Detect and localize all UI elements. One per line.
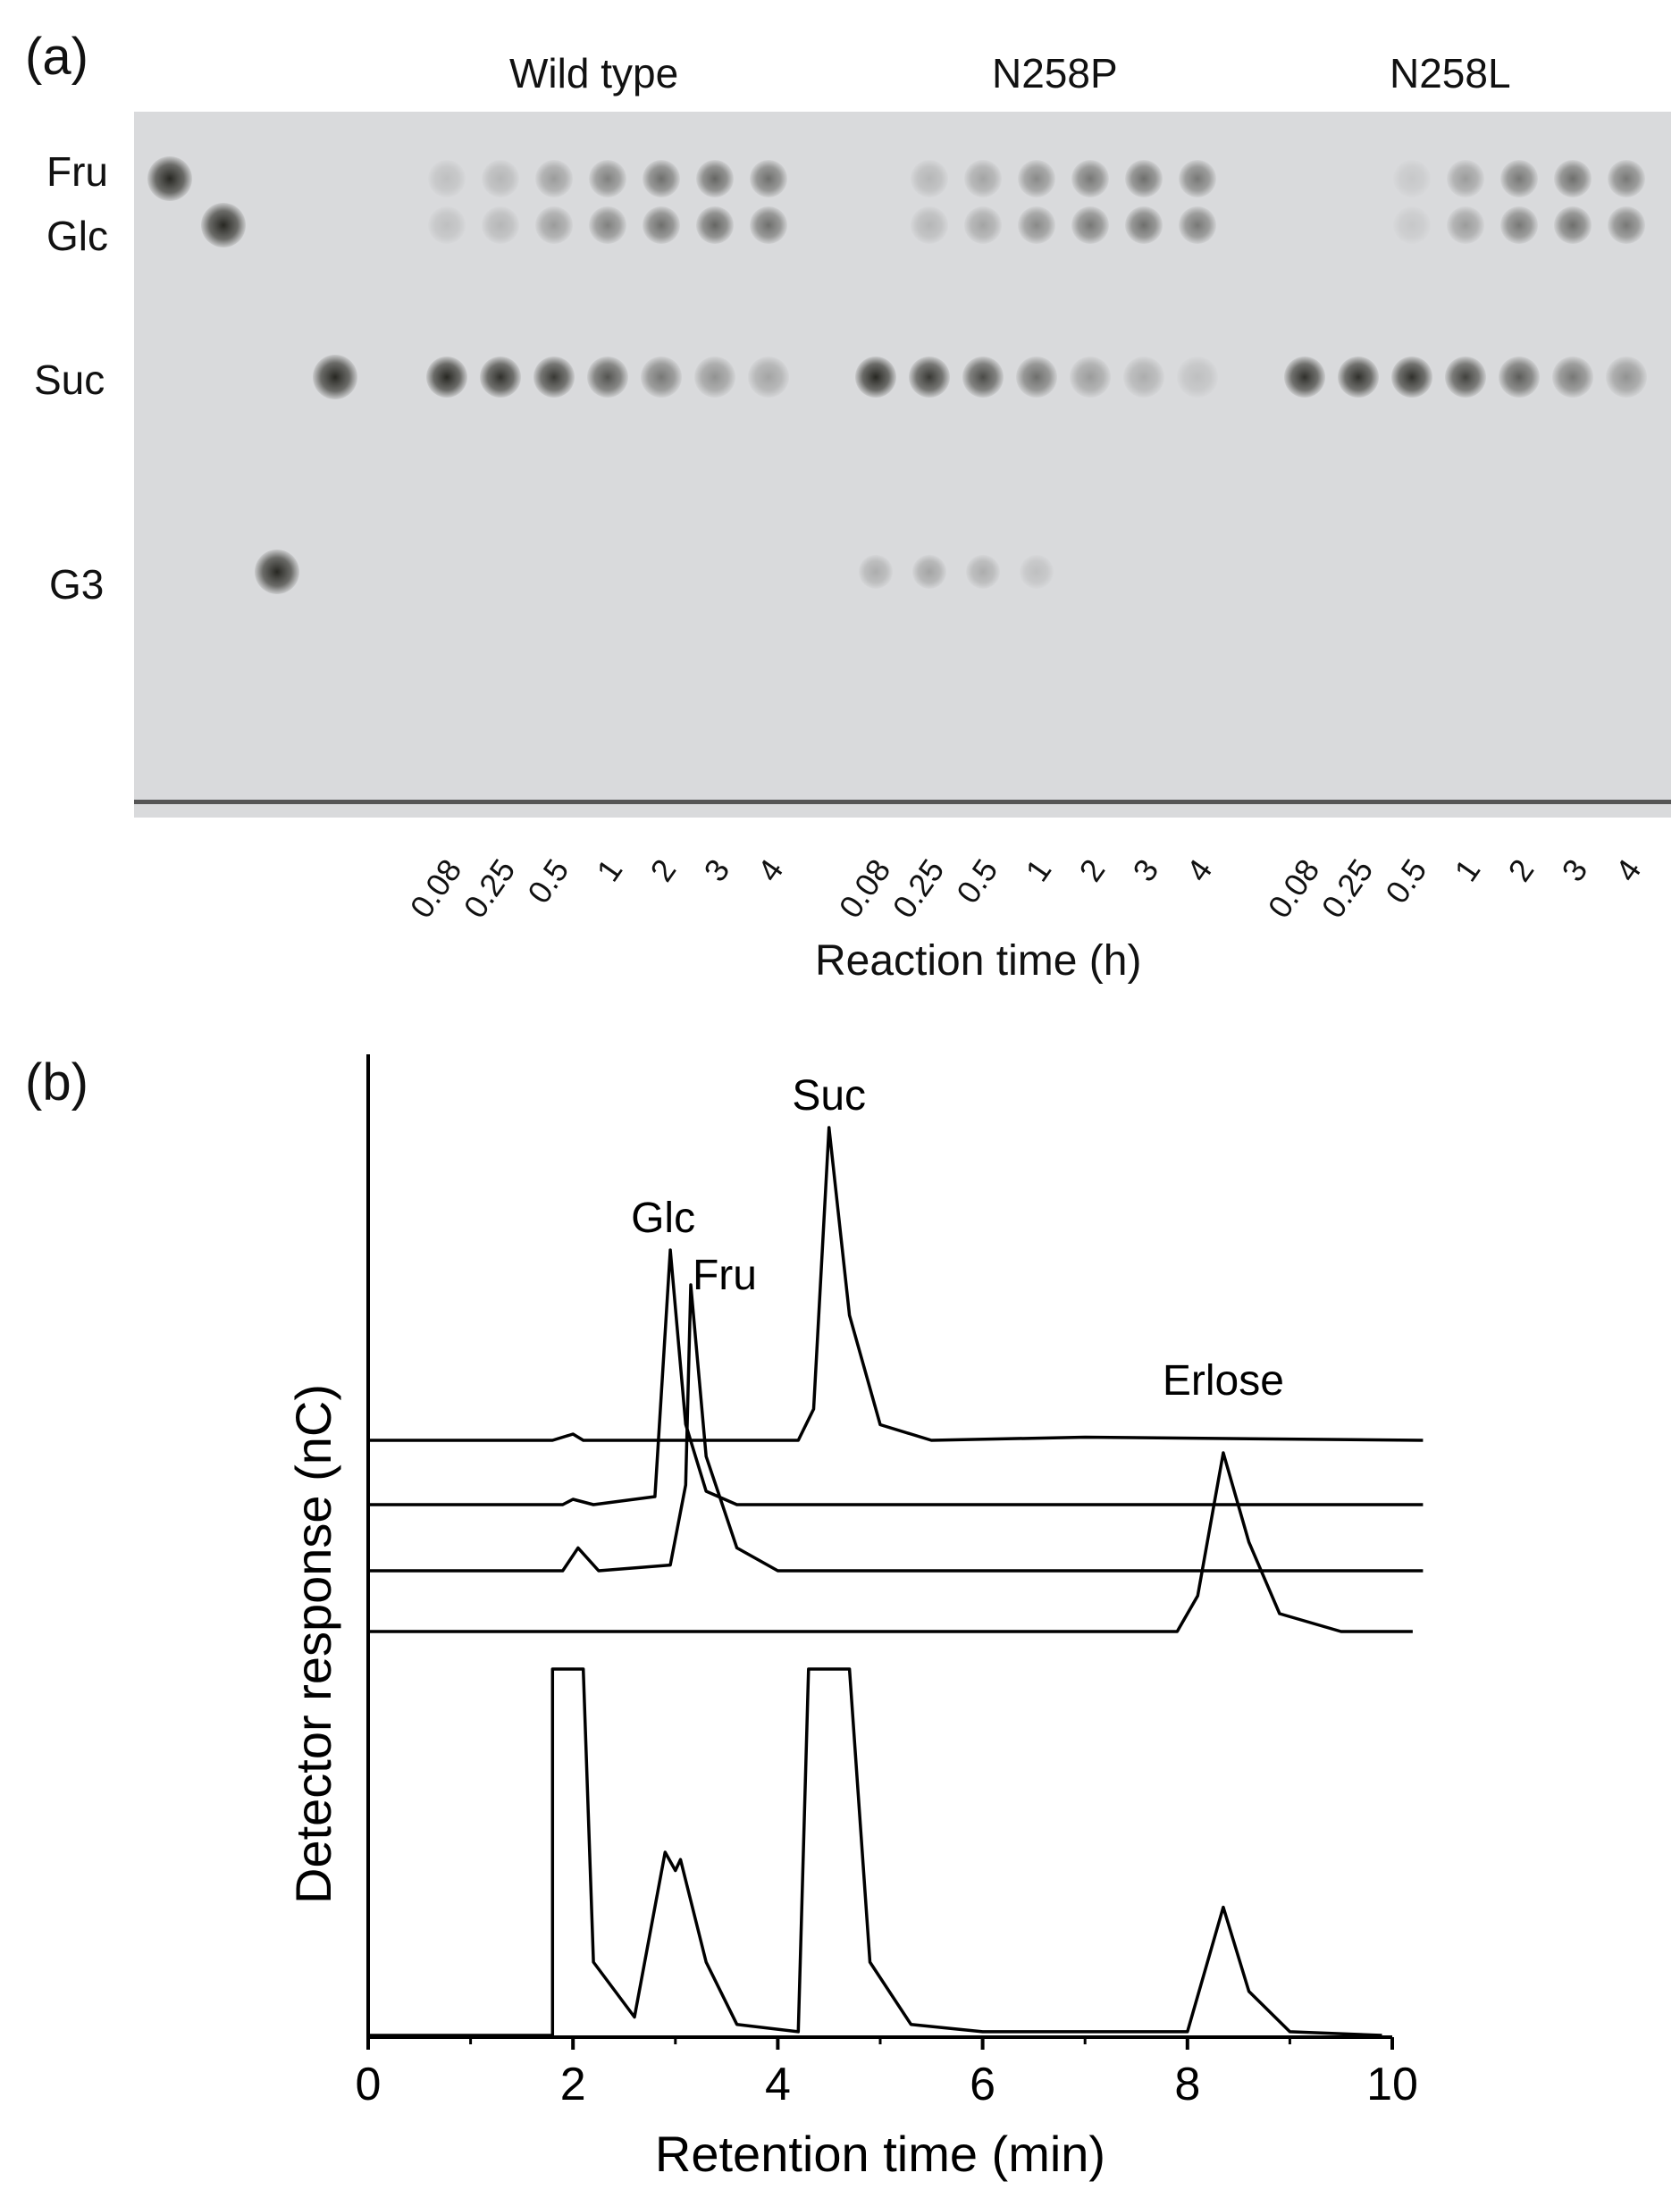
tlc-spot-n258p-suc-0 — [855, 357, 896, 398]
group-label-n258l: N258L — [1390, 50, 1511, 96]
tlc-spot-n258l-fru-6 — [1608, 160, 1645, 197]
tlc-spot-n258l-suc-6 — [1606, 357, 1647, 398]
tlc-spot-n258l-glc-5 — [1554, 206, 1592, 244]
tlc-spot-n258p-suc-3 — [1016, 357, 1057, 398]
tlc-spot-wild-type-suc-4 — [641, 357, 682, 398]
peak-label-erlose: Erlose — [1163, 1357, 1284, 1405]
x-tick-label-3: 6 — [970, 2059, 995, 2110]
tlc-spot-wild-type-fru-3 — [589, 160, 626, 197]
tlc-spot-n258p-suc-2 — [962, 357, 1004, 398]
tlc-spot-wild-type-fru-6 — [750, 160, 787, 197]
peak-label-glc: Glc — [631, 1195, 695, 1242]
tlc-spot-n258p-glc-4 — [1071, 206, 1109, 244]
tlc-spot-n258p-g3-2 — [966, 555, 1000, 589]
tlc-spot-n258l-fru-4 — [1500, 160, 1538, 197]
tlc-spot-n258l-fru-3 — [1447, 160, 1484, 197]
tlc-spot-n258l-suc-5 — [1552, 357, 1593, 398]
tlc-spot-wild-type-glc-2 — [535, 206, 573, 244]
tlc-spot-n258l-glc-3 — [1447, 206, 1484, 244]
panel-b-letter: (b) — [25, 1053, 88, 1112]
tlc-spot-n258l-glc-4 — [1500, 206, 1538, 244]
chromatogram-trace-3 — [368, 1451, 1413, 1633]
chromatogram-trace-4 — [368, 1667, 1382, 2037]
tlc-spot-wild-type-glc-1 — [482, 206, 519, 244]
tlc-spot-n258p-g3-3 — [1020, 555, 1054, 589]
standard-spot-glc — [201, 203, 246, 247]
tlc-spot-wild-type-glc-5 — [696, 206, 734, 244]
tlc-spot-n258p-glc-2 — [964, 206, 1002, 244]
tlc-spot-n258p-fru-5 — [1125, 160, 1163, 197]
x-tick-label-0: 0 — [356, 2059, 382, 2110]
tlc-spot-n258l-suc-1 — [1338, 357, 1379, 398]
tlc-spot-n258p-fru-2 — [964, 160, 1002, 197]
tlc-spot-n258l-suc-4 — [1499, 357, 1540, 398]
x-tick-label-5: 10 — [1366, 2059, 1418, 2110]
tlc-spot-wild-type-fru-0 — [428, 160, 466, 197]
tlc-spot-n258p-g3-1 — [912, 555, 946, 589]
tlc-spot-n258p-suc-5 — [1123, 357, 1164, 398]
standard-spot-suc — [313, 355, 357, 399]
tlc-spot-wild-type-glc-4 — [643, 206, 680, 244]
standard-spot-g3 — [255, 550, 299, 594]
y-axis-title: Detector response (nC) — [285, 1384, 341, 1904]
tlc-spot-wild-type-suc-2 — [533, 357, 575, 398]
tlc-spot-n258p-fru-3 — [1018, 160, 1055, 197]
tlc-spot-wild-type-glc-3 — [589, 206, 626, 244]
tlc-spot-wild-type-fru-1 — [482, 160, 519, 197]
tlc-spot-n258l-suc-2 — [1391, 357, 1432, 398]
standard-label-glc: Glc — [46, 213, 108, 259]
tlc-spot-wild-type-suc-6 — [748, 357, 789, 398]
tlc-spot-n258p-suc-4 — [1070, 357, 1111, 398]
standard-label-fru: Fru — [46, 148, 108, 195]
x-tick-label-4: 8 — [1174, 2059, 1200, 2110]
panel-a-letter: (a) — [25, 28, 88, 86]
tlc-spot-n258p-suc-1 — [909, 357, 950, 398]
tlc-spot-wild-type-suc-3 — [587, 357, 628, 398]
tlc-spot-wild-type-fru-4 — [643, 160, 680, 197]
tlc-spot-n258p-glc-3 — [1018, 206, 1055, 244]
x-tick-label-1: 2 — [560, 2059, 586, 2110]
x-axis-title: Retention time (min) — [655, 2126, 1105, 2182]
standard-label-g3: G3 — [49, 561, 105, 608]
standard-spot-fru — [147, 156, 192, 201]
tlc-spot-n258p-glc-6 — [1179, 206, 1216, 244]
group-label-n258p: N258P — [992, 50, 1118, 96]
tlc-spot-n258p-g3-0 — [859, 555, 893, 589]
tlc-x-axis-title: Reaction time (h) — [815, 937, 1142, 985]
tlc-spot-n258l-suc-3 — [1445, 357, 1486, 398]
tlc-spot-wild-type-suc-5 — [694, 357, 735, 398]
tlc-spot-wild-type-suc-1 — [480, 357, 521, 398]
tlc-spot-n258l-suc-0 — [1284, 357, 1325, 398]
tlc-spot-wild-type-fru-2 — [535, 160, 573, 197]
tlc-spot-n258l-glc-2 — [1393, 206, 1431, 244]
tlc-spot-n258p-fru-6 — [1179, 160, 1216, 197]
tlc-spot-n258l-fru-5 — [1554, 160, 1592, 197]
peak-label-suc: Suc — [792, 1072, 866, 1120]
x-tick-label-2: 4 — [765, 2059, 791, 2110]
standard-label-suc: Suc — [34, 357, 105, 403]
origin-line — [134, 800, 1671, 804]
group-label-wild-type: Wild type — [509, 50, 679, 96]
tlc-spot-n258p-glc-5 — [1125, 206, 1163, 244]
tlc-spot-n258l-fru-2 — [1393, 160, 1431, 197]
peak-label-fru: Fru — [693, 1252, 757, 1299]
tlc-spot-n258p-suc-6 — [1177, 357, 1218, 398]
tlc-spot-wild-type-glc-0 — [428, 206, 466, 244]
tlc-spot-wild-type-fru-5 — [696, 160, 734, 197]
tlc-spot-n258p-glc-1 — [911, 206, 948, 244]
chromatogram-trace-2 — [368, 1283, 1424, 1573]
chromatogram-trace-0 — [368, 1126, 1424, 1442]
tlc-spot-n258l-glc-6 — [1608, 206, 1645, 244]
tlc-spot-n258p-fru-4 — [1071, 160, 1109, 197]
tlc-spot-n258p-fru-1 — [911, 160, 948, 197]
tlc-spot-wild-type-suc-0 — [426, 357, 467, 398]
tlc-plate — [134, 112, 1671, 818]
tlc-spot-wild-type-glc-6 — [750, 206, 787, 244]
